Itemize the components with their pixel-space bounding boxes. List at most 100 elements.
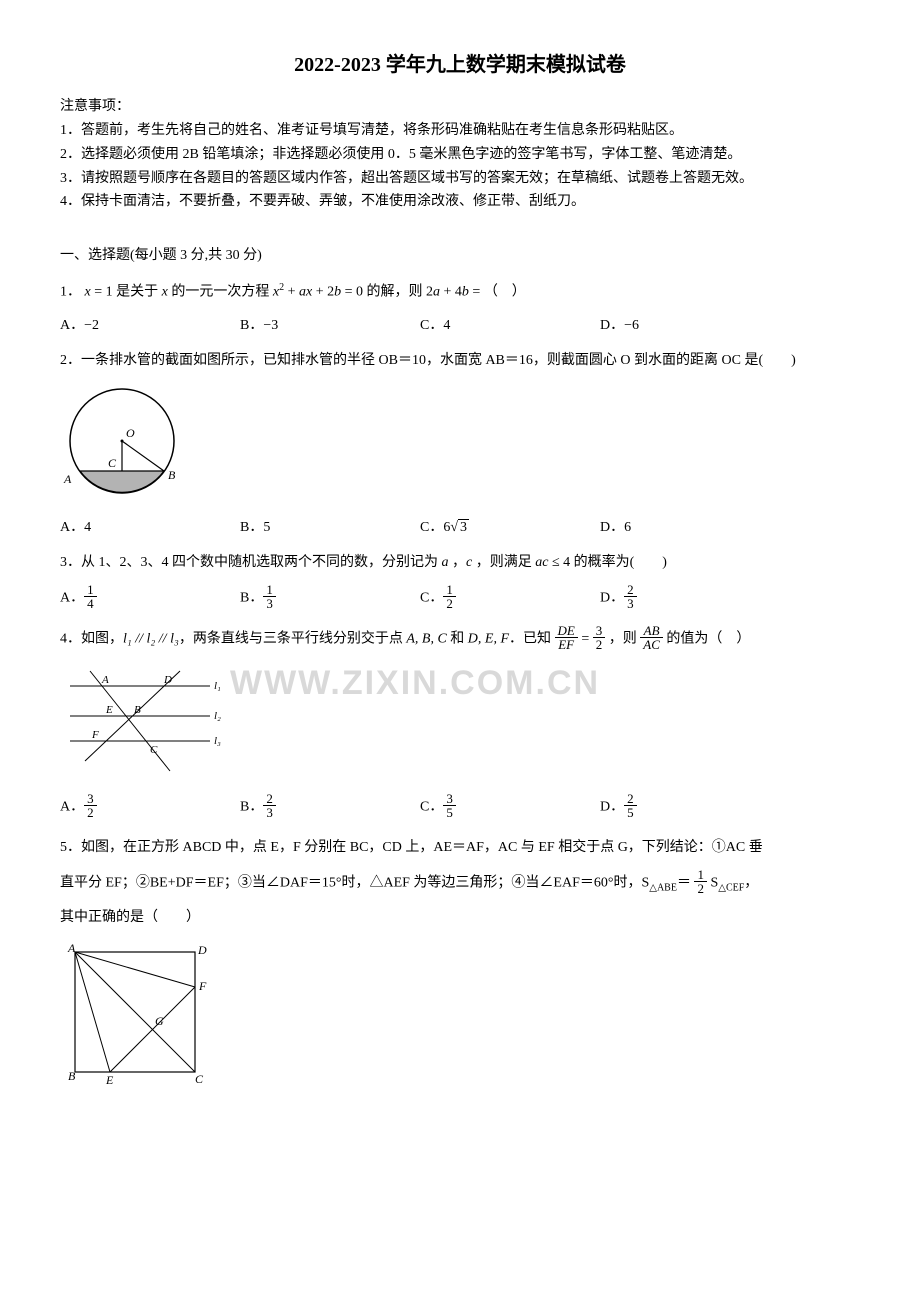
label-B: B [134, 704, 141, 716]
notice-line: 3．请按照题号顺序在各题目的答题区域内作答，超出答题区域书写的答案无效；在草稿纸… [60, 167, 860, 191]
question-4: 4．如图，l₁ // l₂ // l₃，两条直线与三条平行线分别交于点 A, B… [60, 626, 860, 653]
q4-opt-b-num: 2 [263, 792, 276, 806]
q5-l2-a: 直平分 EF；②BE+DF＝EF；③当∠DAF＝15°时，△AEF 为等边三角形… [60, 875, 649, 890]
q4-option-b: B．23 [240, 794, 420, 821]
q4-f1-den: EF [555, 638, 578, 651]
q5-sub-cef: △CEF [718, 882, 744, 893]
fraction-icon: 12 [443, 583, 456, 610]
q1-expr-x2: x [162, 285, 168, 300]
q4-f1-num: DE [555, 624, 578, 638]
q1-opt-d-label: D． [600, 318, 624, 333]
label-C: C [195, 1072, 204, 1085]
fraction-icon: 35 [443, 792, 456, 819]
q1-poly-p1: + [284, 285, 299, 300]
q4-and: 和 [447, 631, 468, 646]
q1-poly-eq0: = 0 [341, 285, 363, 300]
q3-mid: ，则满足 [472, 555, 535, 570]
q4-f3-den: AC [640, 638, 663, 651]
q4-f3-num: AB [640, 624, 663, 638]
label-G: G [155, 1014, 164, 1028]
q2-opt-b-val: 5 [263, 520, 270, 535]
q4-opt-a-den: 2 [84, 806, 97, 819]
label-D: D [197, 943, 207, 957]
fraction-icon: 25 [624, 792, 637, 819]
q1-text-b: 的一元一次方程 [171, 285, 273, 300]
label-A: A [67, 941, 76, 955]
q2-opt-c-label: C． [420, 520, 443, 535]
q4-tail: 的值为（ ） [666, 631, 750, 646]
q1-opt-c-val: 4 [443, 318, 450, 333]
notice-line: 1．答题前，考生先将自己的姓名、准考证号填写清楚，将条形码准确粘贴在考生信息条形… [60, 119, 860, 143]
q4-figure: l₁ l₂ l₃ A D E B F C [60, 661, 860, 786]
q1-expr-eq1: = 1 [91, 285, 113, 300]
q4-opt-a-label: A． [60, 800, 84, 815]
fraction-icon: DEEF [555, 624, 578, 651]
label-F: F [91, 729, 99, 741]
label-D: D [163, 674, 172, 686]
q4-eq: = [578, 631, 593, 646]
section-header: 一、选择题(每小题 3 分,共 30 分) [60, 244, 860, 264]
q3-opt-c-den: 2 [443, 597, 456, 610]
label-C: C [108, 456, 117, 470]
fraction-icon: 32 [84, 792, 97, 819]
q2-opt-a-label: A． [60, 520, 84, 535]
label-C: C [150, 744, 158, 756]
label-A: A [63, 472, 72, 486]
q4-opt-d-den: 5 [624, 806, 637, 819]
q5-figure: A D B C E F G [60, 940, 860, 1090]
q4-pts2: D, E, F [468, 631, 509, 646]
label-B: B [168, 468, 176, 482]
notice-line: 2．选择题必须使用 2B 铅笔填涂；非选择题必须使用 0．5 毫米黑色字迹的签字… [60, 143, 860, 167]
fraction-icon: 23 [624, 583, 637, 610]
q1-e4-2: 2 [426, 285, 433, 300]
q3-opt-c-num: 1 [443, 583, 456, 597]
label-l2: l₂ [214, 710, 221, 722]
q4-opt-c-den: 5 [443, 806, 456, 819]
q3-opt-b-den: 3 [263, 597, 276, 610]
q1-opt-a-label: A． [60, 318, 84, 333]
fraction-icon: 13 [263, 583, 276, 610]
exam-title: 2022-2023 学年九上数学期末模拟试卷 [60, 48, 860, 77]
q1-e4-4: + 4 [440, 285, 462, 300]
q4-parallel: l₁ // l₂ // l₃ [123, 631, 179, 646]
q4-opt-b-den: 3 [263, 806, 276, 819]
q1-opt-b-label: B． [240, 318, 263, 333]
q1-e4-a: a [433, 285, 440, 300]
notices-header: 注意事项： [60, 95, 860, 115]
fraction-icon: ABAC [640, 624, 663, 651]
q3-pre: 3．从 1、2、3、4 四个数中随机选取两个不同的数，分别记为 [60, 555, 442, 570]
label-F: F [198, 979, 207, 993]
q1-prefix: 1． [60, 285, 81, 300]
q5-l2-eq: ＝ [677, 875, 691, 890]
q1-option-d: D．−6 [600, 314, 780, 334]
q1-text-c: 的解，则 [367, 285, 427, 300]
q5-square-diagram: A D B C E F G [60, 940, 210, 1085]
q5-l2-comma: ， [744, 875, 758, 890]
notice-line: 4．保持卡面清洁，不要折叠，不要弄破、弄皱，不准使用涂改液、修正带、刮纸刀。 [60, 190, 860, 214]
question-1: 1． x = 1 是关于 x 的一元一次方程 x2 + ax + 2b = 0 … [60, 278, 860, 306]
q3-option-a: A．14 [60, 585, 240, 612]
question-5-line1: 5．如图，在正方形 ABCD 中，点 E，F 分别在 BC，CD 上，AE＝AF… [60, 835, 860, 862]
q3-opt-d-num: 2 [624, 583, 637, 597]
q4-pts1: A, B, C [406, 631, 446, 646]
q3-option-b: B．13 [240, 585, 420, 612]
q4-opt-d-num: 2 [624, 792, 637, 806]
q2-opt-c-rad: 3 [458, 519, 469, 535]
label-B: B [68, 1069, 76, 1083]
q4-f2-num: 3 [593, 624, 606, 638]
q4-opt-a-num: 3 [84, 792, 97, 806]
q2-figure: O C A B [60, 383, 860, 508]
label-l3: l₃ [214, 735, 221, 747]
q4-mid2: ．已知 [509, 631, 555, 646]
q4-opt-d-label: D． [600, 800, 624, 815]
q1-poly-p2: + 2 [312, 285, 334, 300]
q3-opt-b-num: 1 [263, 583, 276, 597]
q4-mid3: ，则 [609, 631, 641, 646]
q1-poly-ax: ax [299, 285, 312, 300]
q2-circle-diagram: O C A B [60, 383, 190, 503]
q3-comma: ， [449, 555, 467, 570]
fraction-icon: 14 [84, 583, 97, 610]
q3-option-d: D．23 [600, 585, 780, 612]
label-E: E [105, 1073, 114, 1085]
q1-opt-b-val: −3 [263, 318, 278, 333]
